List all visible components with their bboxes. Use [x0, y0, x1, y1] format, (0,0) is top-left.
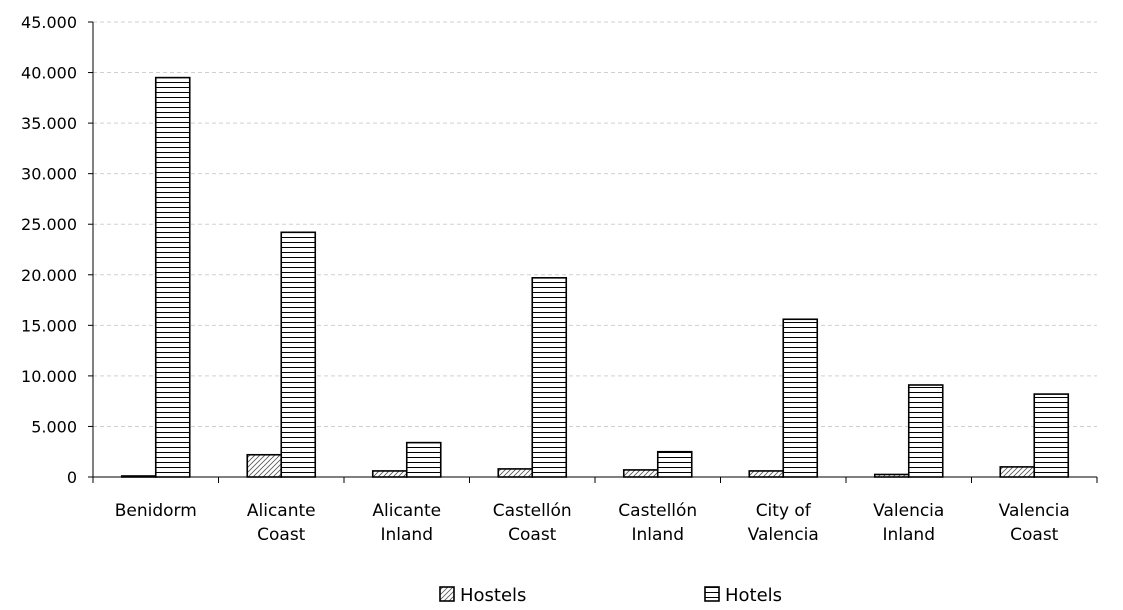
x-tick-label: City of	[756, 501, 812, 521]
y-tick-labels: 0 5.000 10.000 15.000 20.000 25.000 30.000 35.0…	[21, 13, 77, 487]
bar-hotels	[907, 384, 944, 478]
bar-hostels	[497, 468, 534, 478]
bar-hotels	[782, 318, 819, 478]
bar-hostels	[622, 469, 659, 478]
bar-hostels	[371, 470, 408, 478]
y-tick-label: 20.000	[21, 266, 77, 285]
bar-hostels	[999, 466, 1036, 478]
bars	[120, 76, 1070, 478]
bar-hotels	[405, 441, 442, 478]
bar-hotels	[1033, 393, 1070, 478]
bar-hotels	[656, 450, 693, 478]
y-tick-label: 45.000	[21, 13, 77, 32]
gridlines	[93, 21, 1097, 427]
x-tick-label: Inland	[883, 525, 936, 545]
y-tick-label: 30.000	[21, 165, 77, 184]
bar-hostels	[873, 473, 910, 478]
x-tick-label: Coast	[508, 525, 557, 545]
x-tick-label: Castellón	[493, 501, 572, 521]
bar-hotels	[154, 76, 191, 478]
x-tick-label: Alicante	[372, 501, 441, 521]
y-tick-label: 15.000	[21, 316, 77, 335]
legend-swatch-hostels	[439, 586, 455, 602]
bar-hostels	[246, 453, 283, 478]
bar-hostels	[120, 475, 157, 478]
bar-hotels	[280, 231, 317, 478]
x-tick-label: Alicante	[247, 501, 316, 521]
bar-hotels	[531, 277, 568, 478]
x-tick-label: Valencia	[873, 501, 944, 521]
axes	[88, 21, 1098, 483]
x-tick-label: Coast	[1010, 525, 1059, 545]
legend-swatch-hotels	[704, 586, 720, 602]
y-tick-label: 5.000	[31, 417, 77, 436]
legend-label-hostels: Hostels	[460, 585, 526, 606]
x-tick-label: Inland	[381, 525, 434, 545]
legend: Hostels Hotels	[439, 585, 782, 606]
x-tick-label: Inland	[632, 525, 685, 545]
x-tick-label: Castellón	[618, 501, 697, 521]
y-tick-label: 40.000	[21, 64, 77, 83]
x-tick-labels: Benidorm Alicante Coast Alicante Inland Caste…	[115, 501, 1070, 545]
y-tick-label: 25.000	[21, 215, 77, 234]
x-tick-label: Benidorm	[115, 501, 197, 521]
x-tick-label: Valencia	[999, 501, 1070, 521]
y-tick-label: 0	[67, 468, 77, 487]
bar-hostels	[748, 470, 785, 478]
y-tick-label: 35.000	[21, 114, 77, 133]
legend-label-hotels: Hotels	[725, 585, 782, 606]
x-tick-label: Coast	[257, 525, 306, 545]
y-tick-label: 10.000	[21, 367, 77, 386]
x-tick-label: Valencia	[748, 525, 819, 545]
